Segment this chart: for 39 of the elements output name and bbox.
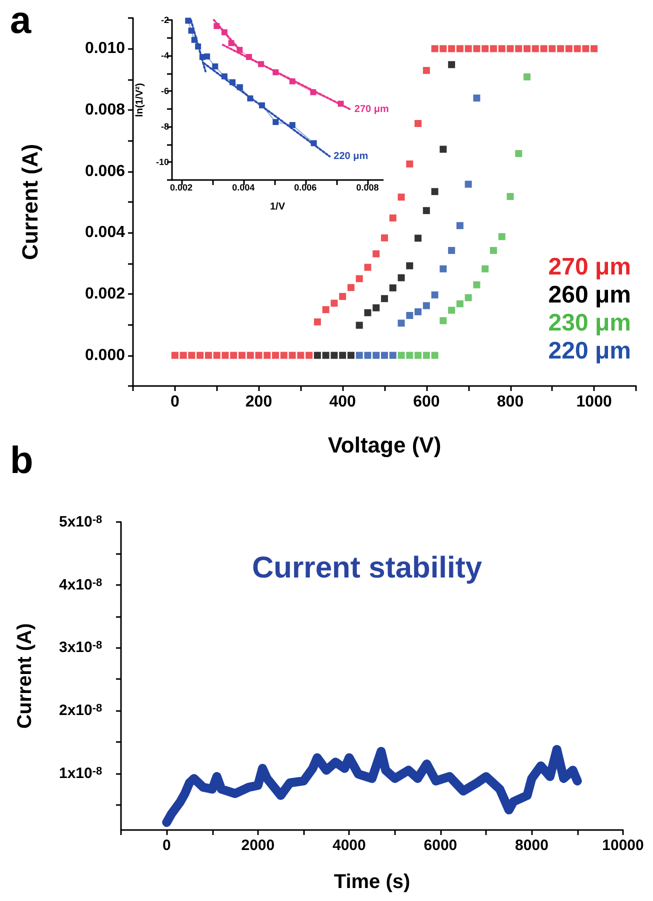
x-tick-label: 2000 bbox=[241, 837, 275, 854]
x-tick-label: 0 bbox=[170, 394, 180, 410]
text: 220 μm bbox=[548, 338, 631, 364]
x-axis-title: Voltage (V) bbox=[328, 432, 442, 458]
x-tick-label: 0.004 bbox=[232, 182, 255, 192]
y-axis-title: Current (A) bbox=[14, 623, 36, 729]
x-tick-label: 4000 bbox=[332, 837, 366, 854]
y-tick-label: 0.002 bbox=[84, 286, 126, 302]
text: Current stability bbox=[252, 552, 482, 584]
x-tick-label: 0.006 bbox=[294, 182, 317, 192]
y-axis-title: Current (A) bbox=[18, 144, 42, 260]
x-tick-label: 10000 bbox=[602, 837, 644, 854]
text: 270 μm bbox=[548, 254, 631, 280]
x-axis-title: Time (s) bbox=[334, 871, 410, 893]
series-label: 270 μm bbox=[354, 104, 389, 115]
x-tick-label: 200 bbox=[245, 394, 272, 410]
y-tick-label: 0.004 bbox=[84, 224, 126, 242]
text: 230 μm bbox=[548, 310, 631, 336]
series-label: 220 μm bbox=[334, 150, 368, 162]
x-tick-label: 600 bbox=[413, 394, 440, 410]
y-tick-label: -10 bbox=[156, 157, 169, 168]
x-tick-label: 6000 bbox=[424, 837, 458, 854]
y-tick-label: 0.008 bbox=[84, 102, 126, 118]
text: a bbox=[10, 0, 32, 42]
x-tick-label: 1000 bbox=[576, 394, 612, 410]
y-tick-label: 0.010 bbox=[84, 40, 126, 58]
x-axis-title: 1/V bbox=[270, 202, 286, 212]
x-tick-label: 400 bbox=[329, 394, 356, 410]
text: b bbox=[10, 440, 34, 482]
x-tick-label: 8000 bbox=[515, 837, 548, 854]
x-tick-label: 0.008 bbox=[356, 182, 379, 192]
y-tick-label: 0.000 bbox=[84, 346, 126, 364]
x-tick-label: 800 bbox=[496, 394, 524, 410]
y-axis-title: ln(1/V²) bbox=[134, 83, 146, 117]
y-tick-label: 0.006 bbox=[84, 162, 126, 180]
y-tick-label: -2 bbox=[160, 15, 169, 25]
x-tick-label: 0.002 bbox=[170, 182, 193, 192]
x-tick-label: 0 bbox=[162, 837, 171, 854]
text: 260 μm bbox=[548, 282, 631, 308]
